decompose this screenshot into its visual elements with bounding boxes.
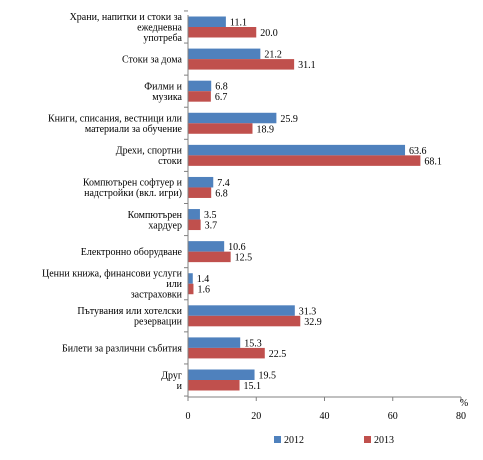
x-tick-label: 80 [456, 411, 466, 422]
bar-2013 [188, 27, 257, 38]
data-label-2013: 32.9 [304, 317, 322, 328]
bar-2013 [188, 315, 301, 327]
data-label-2013: 1.6 [197, 285, 210, 296]
category-label: Ценни книжа, финансови услуги [42, 269, 183, 280]
data-label-2012: 15.3 [244, 338, 262, 349]
data-label-2012: 7.4 [217, 178, 230, 189]
bar-2013 [188, 155, 421, 166]
bar-2012 [188, 176, 214, 188]
category-label: Друг [161, 370, 182, 381]
data-label-2013: 3.7 [205, 221, 218, 232]
category-label: Стоки за дома [122, 55, 183, 66]
bar-2013 [188, 91, 211, 102]
bar-2013 [188, 283, 194, 295]
bar-2013 [188, 187, 212, 198]
legend-label-2012: 2012 [284, 435, 304, 446]
category-label: хардуер [148, 220, 182, 231]
bar-2012 [188, 112, 277, 124]
legend: 2012 2013 [274, 435, 394, 446]
bar-2013 [188, 59, 295, 70]
data-label-2013: 15.1 [244, 381, 262, 392]
x-tick-label: 60 [388, 411, 398, 422]
data-label-2012: 31.3 [299, 306, 317, 317]
data-label-2012: 21.2 [264, 50, 282, 61]
category-label: Книги, списания, вестници или [48, 114, 183, 125]
data-label-2013: 22.5 [269, 349, 287, 360]
data-label-2013: 68.1 [424, 156, 442, 167]
data-label-2012: 6.8 [215, 82, 228, 93]
bar-2012 [188, 337, 241, 348]
data-label-2013: 6.7 [215, 92, 228, 103]
x-tick-label: 0 [186, 411, 191, 422]
legend-swatch-2013 [364, 436, 371, 443]
category-label: резервации [134, 317, 183, 328]
category-label: надстройки (вкл. игри) [84, 188, 182, 199]
category-label: Електронно оборудване [81, 247, 183, 258]
data-label-2012: 1.4 [197, 274, 210, 285]
data-label-2013: 18.9 [256, 124, 274, 135]
bar-2013 [188, 380, 240, 391]
data-label-2013: 12.5 [235, 253, 253, 264]
category-label: употреба [143, 33, 182, 44]
data-label-2013: 31.1 [298, 60, 316, 71]
bar-2013 [188, 123, 253, 134]
category-label: Компютърен [128, 210, 183, 221]
data-label-2012: 25.9 [280, 114, 298, 125]
legend-label-2013: 2013 [374, 435, 394, 446]
bar-2012 [188, 80, 212, 92]
axes: 0 20 40 60 80% [184, 10, 468, 422]
category-label: застраховки [131, 290, 183, 301]
category-label: и [177, 381, 183, 392]
bar-2012 [188, 144, 406, 156]
data-label-2013: 6.8 [215, 188, 228, 199]
legend-swatch-2012 [274, 436, 281, 443]
bar-2012 [188, 273, 193, 284]
category-label: стоки [158, 156, 183, 167]
category-label: Пътувания или хотелски [77, 306, 182, 317]
category-label: Дрехи, спортни [116, 146, 183, 157]
x-tick-label: 40 [320, 411, 330, 422]
bar-2012 [188, 369, 255, 380]
data-label-2012: 10.6 [228, 242, 246, 253]
bar-2013 [188, 251, 231, 263]
data-label-2012: 11.1 [230, 18, 247, 29]
bar-2012 [188, 241, 225, 252]
bar-2012 [188, 209, 200, 220]
unit-label: % [460, 398, 468, 409]
category-label: материали за обучение [85, 124, 183, 135]
bar-2013 [188, 219, 201, 231]
category-label: музика [152, 92, 182, 103]
bar-2012 [188, 48, 261, 60]
bar-2012 [188, 16, 226, 27]
data-label-2012: 63.6 [409, 146, 427, 157]
bar-2012 [188, 305, 295, 316]
category-label: Филми и [144, 81, 182, 92]
data-label-2012: 19.5 [259, 371, 277, 382]
bars [188, 16, 421, 391]
category-label: Храни, напитки и стоки за [70, 12, 183, 23]
category-label: Компютърен софтуер и [83, 178, 183, 189]
category-label: или [166, 279, 182, 290]
category-label: ежедневна [137, 23, 182, 34]
category-label: Билети за различни събития [62, 343, 182, 354]
value-labels: 11.120.021.231.16.86.725.918.963.668.17.… [197, 18, 442, 393]
x-tick-label: 20 [251, 411, 261, 422]
bar-2013 [188, 347, 265, 359]
data-label-2012: 3.5 [204, 210, 217, 221]
category-labels: Храни, напитки и стоки заежедневнаупотре… [42, 12, 183, 392]
data-label-2013: 20.0 [260, 28, 278, 39]
